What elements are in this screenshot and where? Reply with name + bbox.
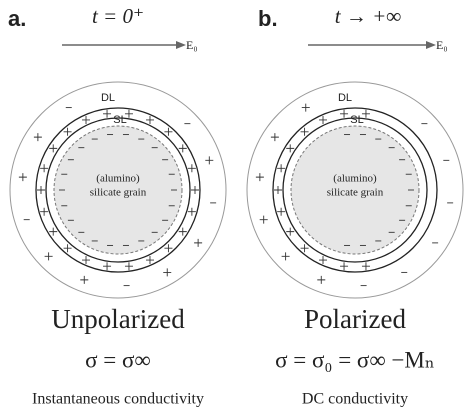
plus-charge <box>319 256 328 265</box>
plus-charge <box>33 133 42 142</box>
plus-charge <box>187 164 196 173</box>
plus-charge <box>300 127 309 136</box>
plus-charge <box>194 238 203 247</box>
plus-charge <box>277 207 286 216</box>
plus-charge <box>340 109 349 118</box>
plus-charge <box>44 252 53 261</box>
plus-charge <box>319 115 328 124</box>
diffuse-layer-boundary <box>9 81 227 299</box>
plus-charge <box>301 103 310 112</box>
plus-charge <box>317 275 326 284</box>
plus-charge <box>178 227 187 236</box>
plus-charge <box>40 207 49 216</box>
state-label: Polarized <box>304 304 406 334</box>
plus-charge <box>164 127 173 136</box>
plus-charge <box>281 252 290 261</box>
stern-layer-inner <box>45 117 191 263</box>
plus-charge <box>103 109 112 118</box>
plus-charge <box>145 256 154 265</box>
stern-layer-outer <box>272 107 438 273</box>
equation: σ = σ∞ <box>85 347 151 372</box>
stern-layer-outer <box>35 107 201 273</box>
panel-letter: b. <box>258 6 278 31</box>
plus-charge <box>37 186 45 194</box>
plus-charge <box>178 144 187 153</box>
arrow-head <box>426 41 436 49</box>
plus-charge <box>361 262 370 271</box>
plus-charge <box>361 109 370 118</box>
sl-label: SL <box>113 114 126 126</box>
plus-charge <box>270 133 279 142</box>
plus-charge <box>300 244 309 253</box>
plus-charge <box>191 186 199 194</box>
field-label: E₀ <box>436 38 448 52</box>
state-label: Unpolarized <box>51 304 185 334</box>
plus-charge <box>49 227 58 236</box>
grain-label: (alumino) <box>333 173 377 185</box>
plus-charge <box>63 127 72 136</box>
caption: Instantaneous conductivity <box>32 391 204 408</box>
grain <box>290 125 420 255</box>
plus-charge <box>40 164 49 173</box>
plus-charge <box>124 109 133 118</box>
plus-charge <box>18 173 27 182</box>
plus-charge <box>205 156 214 165</box>
diffuse-layer-boundary <box>246 81 464 299</box>
grain <box>53 125 183 255</box>
plus-charge <box>63 244 72 253</box>
plus-charge <box>340 262 349 271</box>
plus-charge <box>103 262 112 271</box>
arrow-head <box>176 41 186 49</box>
plus-charge <box>277 164 286 173</box>
plus-charge <box>259 215 268 224</box>
plus-charge <box>145 115 154 124</box>
plus-charge <box>286 227 295 236</box>
caption: DC conductivity <box>302 391 408 408</box>
plus-charge <box>80 275 89 284</box>
panel-letter: a. <box>8 6 26 31</box>
plus-charge <box>124 262 133 271</box>
plus-charge <box>163 268 172 277</box>
dl-label: DL <box>101 92 115 104</box>
plus-charge <box>82 256 91 265</box>
plus-charge <box>164 244 173 253</box>
grain-label: silicate grain <box>327 187 384 199</box>
field-label: E₀ <box>186 38 198 52</box>
grain-label: silicate grain <box>90 187 147 199</box>
grain-label: (alumino) <box>96 173 140 185</box>
plus-charge <box>49 144 58 153</box>
plus-charge <box>255 173 264 182</box>
time-label: t = 0⁺ <box>92 4 144 28</box>
plus-charge <box>274 186 282 194</box>
sl-label: SL <box>350 114 363 126</box>
time-label: t → +∞ <box>335 4 402 28</box>
plus-charge <box>286 144 295 153</box>
plus-charge <box>187 207 196 216</box>
equation: σ = σ₀ = σ∞ −Mₙ <box>275 347 435 372</box>
stern-layer-inner <box>282 117 428 263</box>
plus-charge <box>82 115 91 124</box>
dl-label: DL <box>338 92 352 104</box>
